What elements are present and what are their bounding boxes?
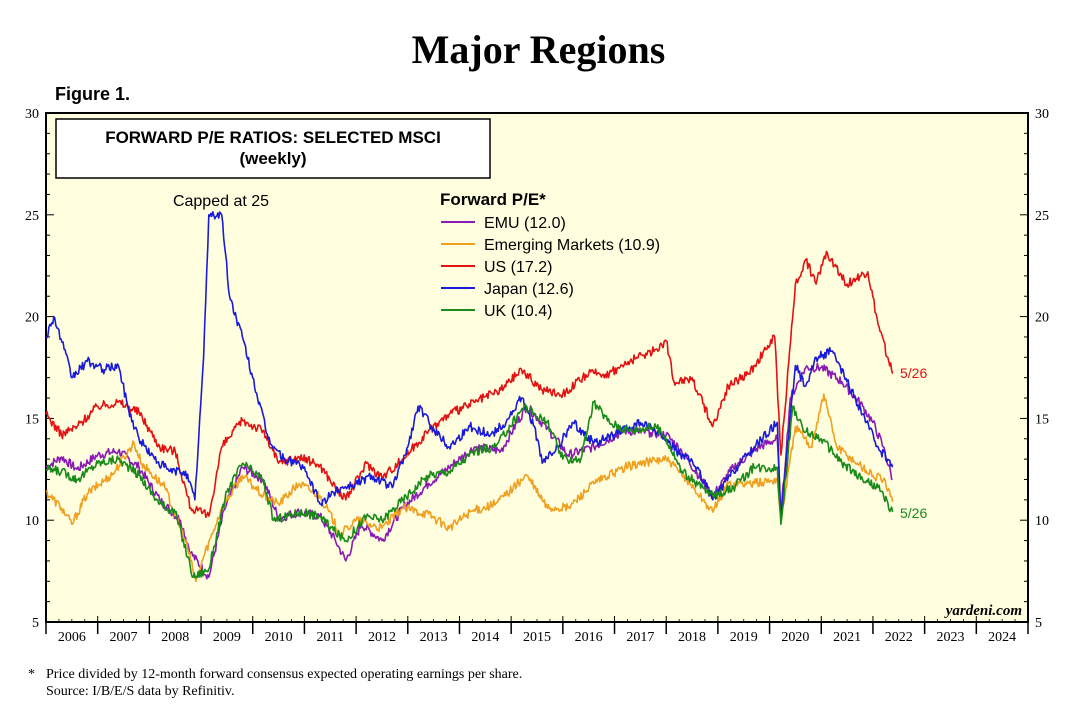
y-tick-label-right: 30 [1035,107,1049,122]
x-axis: 2006 2007 2008 2009 2010 2011 2012 2013 2014 2015… [45,616,1029,645]
y-tick-label-left: 20 [25,311,39,326]
series-lines [45,211,894,583]
chart-subtitle: (weekly) [239,149,306,168]
y-tick-label-right: 25 [1035,209,1049,224]
y-tick-label-left: 30 [25,107,39,122]
end-label-uk: 5/26 [900,505,927,521]
legend-label: Japan (12.6) [484,281,574,298]
x-tick-label: 2013 [420,630,448,645]
x-tick-label: 2021 [833,630,861,645]
x-tick-label: 2019 [730,630,758,645]
x-tick-label: 2022 [885,630,913,645]
figure-label: Figure 1. [55,84,131,104]
legend-label: EMU (12.0) [484,215,566,232]
footnote-star: * [28,667,35,682]
cap-annotation: Capped at 25 [173,193,269,210]
series-line-uk [45,399,894,579]
series-line-us [45,250,894,519]
y-tick-label-right: 15 [1035,412,1049,427]
x-tick-label: 2017 [626,630,654,645]
legend: Forward P/E* EMU (12.0) Emerging Markets … [440,190,660,320]
y-tick-label-left: 5 [32,616,39,631]
page-title: Major Regions [411,27,666,72]
footnote: * Price divided by 12-month forward conse… [28,666,522,700]
series-line-emerging [45,393,894,583]
y-tick-label-left: 25 [25,209,39,224]
x-tick-label: 2018 [678,630,706,645]
x-tick-label: 2007 [110,630,138,645]
chart-title-box [55,118,491,179]
source-text: Source: I/B/E/S data by Refinitiv. [46,684,235,699]
x-tick-label: 2015 [523,630,551,645]
end-label-us: 5/26 [900,365,927,381]
chart-title: FORWARD P/E RATIOS: SELECTED MSCI [105,128,441,147]
y-tick-label-right: 20 [1035,311,1049,326]
x-tick-label: 2024 [988,630,1016,645]
y-axis: 5 5 10 10 15 15 20 20 25 25 30 30 [25,107,1049,631]
y-tick-label-right: 5 [1035,616,1042,631]
legend-label: UK (10.4) [484,303,552,320]
x-tick-label: 2006 [58,630,86,645]
x-tick-label: 2012 [368,630,396,645]
y-tick-label-left: 10 [25,514,39,529]
x-tick-label: 2016 [575,630,603,645]
watermark: yardeni.com [944,603,1022,619]
y-tick-label-left: 15 [25,412,39,427]
legend-label: US (17.2) [484,259,552,276]
y-tick-label-right: 10 [1035,514,1049,529]
x-tick-label: 2020 [781,630,809,645]
x-tick-label: 2008 [161,630,189,645]
x-tick-label: 2011 [317,630,344,645]
legend-label: Emerging Markets (10.9) [484,237,660,254]
x-tick-label: 2023 [936,630,964,645]
legend-title: Forward P/E* [440,190,546,209]
footnote-text: Price divided by 12-month forward consen… [46,667,523,682]
x-tick-label: 2010 [265,630,293,645]
x-tick-label: 2009 [213,630,241,645]
series-line-japan [45,211,894,517]
plot-background [45,112,1029,623]
x-tick-label: 2014 [471,630,499,645]
